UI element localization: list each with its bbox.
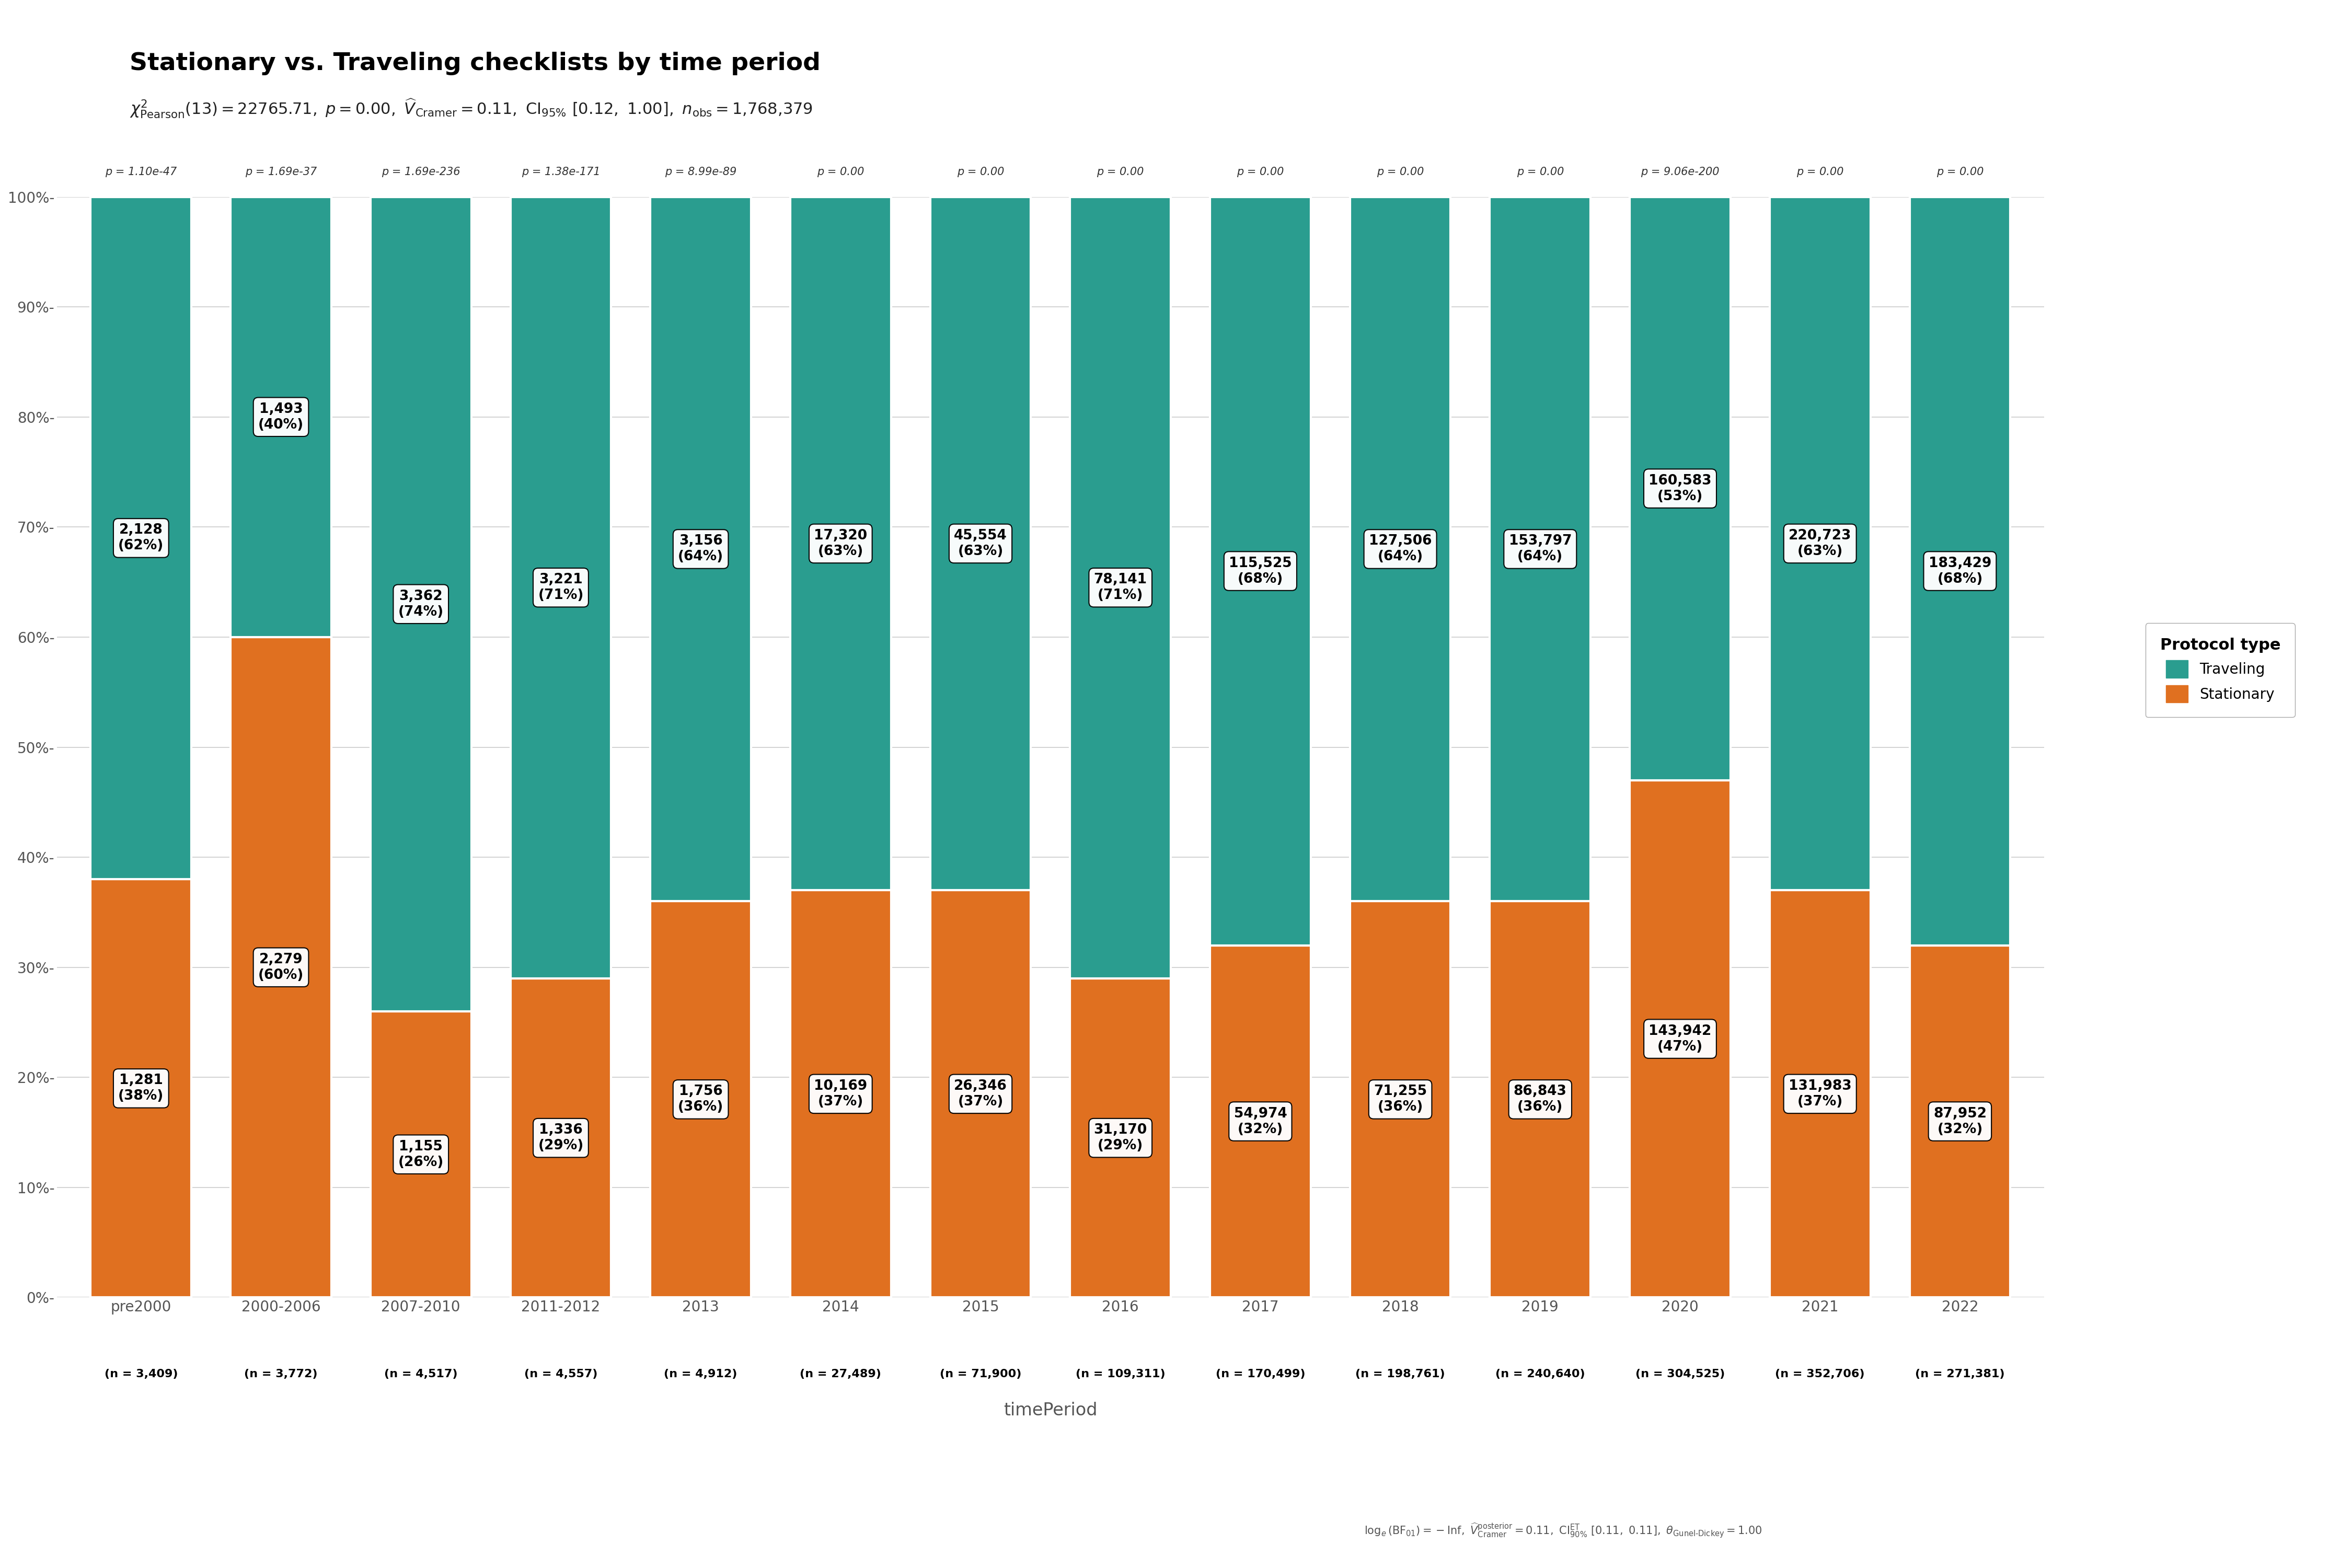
Bar [92,198,191,880]
Text: p = 1.38e-171: p = 1.38e-171 [522,166,600,177]
Bar [372,1011,470,1297]
Text: p = 0.00: p = 0.00 [1376,166,1423,177]
Bar [929,198,1030,891]
Text: 71,255
(36%): 71,255 (36%) [1374,1085,1428,1113]
Bar [92,880,191,1297]
Text: (n = 4,912): (n = 4,912) [663,1369,739,1380]
Text: (n = 3,772): (n = 3,772) [245,1369,318,1380]
Text: p = 8.99e-89: p = 8.99e-89 [666,166,736,177]
Bar [652,198,750,902]
Bar [1630,198,1731,781]
Text: (n = 352,706): (n = 352,706) [1776,1369,1865,1380]
Bar [230,198,332,637]
Text: (n = 271,381): (n = 271,381) [1915,1369,2004,1380]
Text: 131,983
(37%): 131,983 (37%) [1788,1079,1851,1109]
Text: p = 0.00: p = 0.00 [1237,166,1284,177]
Bar [790,198,891,891]
Text: 1,336
(29%): 1,336 (29%) [539,1123,583,1152]
Text: $\log_e(\mathrm{BF}_{01}) = -\mathrm{Inf},\ \widehat{V}^{\mathrm{posterior}}_{\m: $\log_e(\mathrm{BF}_{01}) = -\mathrm{Inf… [1364,1523,1762,1540]
Text: 86,843
(36%): 86,843 (36%) [1515,1085,1566,1113]
Text: 115,525
(68%): 115,525 (68%) [1228,557,1291,586]
Bar [1769,198,1870,891]
Bar [1209,198,1310,946]
Text: 2,279
(60%): 2,279 (60%) [259,953,303,982]
Bar [372,198,470,1011]
Text: p = 1.10e-47: p = 1.10e-47 [106,166,176,177]
Text: 183,429
(68%): 183,429 (68%) [1929,557,1992,586]
Text: 2,128
(62%): 2,128 (62%) [118,524,165,552]
Text: (n = 4,517): (n = 4,517) [383,1369,459,1380]
Text: (n = 240,640): (n = 240,640) [1496,1369,1585,1380]
Text: 1,756
(36%): 1,756 (36%) [677,1085,724,1113]
Text: p = 1.69e-37: p = 1.69e-37 [245,166,318,177]
Bar [1489,198,1590,902]
Bar [1769,891,1870,1297]
Text: (n = 3,409): (n = 3,409) [103,1369,179,1380]
Text: 220,723
(63%): 220,723 (63%) [1788,528,1851,558]
Text: (n = 304,525): (n = 304,525) [1635,1369,1724,1380]
Text: 3,156
(64%): 3,156 (64%) [677,535,724,563]
Text: (n = 198,761): (n = 198,761) [1355,1369,1444,1380]
Bar [1070,198,1171,978]
Text: p = 9.06e-200: p = 9.06e-200 [1642,166,1719,177]
Text: p = 0.00: p = 0.00 [1096,166,1143,177]
Text: 31,170
(29%): 31,170 (29%) [1094,1123,1148,1152]
Bar [1489,902,1590,1297]
Bar [1209,946,1310,1297]
Text: 10,169
(37%): 10,169 (37%) [814,1079,868,1109]
Bar [1350,198,1451,902]
Text: 153,797
(64%): 153,797 (64%) [1508,535,1571,563]
Bar [652,902,750,1297]
Text: 17,320
(63%): 17,320 (63%) [814,528,868,558]
Text: 1,155
(26%): 1,155 (26%) [397,1140,445,1170]
Text: 1,281
(38%): 1,281 (38%) [118,1074,165,1102]
Text: 143,942
(47%): 143,942 (47%) [1649,1024,1712,1054]
Bar [929,891,1030,1297]
Text: 87,952
(32%): 87,952 (32%) [1933,1107,1987,1137]
Text: p = 0.00: p = 0.00 [816,166,863,177]
Text: 26,346
(37%): 26,346 (37%) [955,1079,1007,1109]
Text: (n = 4,557): (n = 4,557) [524,1369,597,1380]
Bar [1070,978,1171,1297]
Text: 54,974
(32%): 54,974 (32%) [1235,1107,1287,1137]
Text: 160,583
(53%): 160,583 (53%) [1649,474,1712,503]
Bar [790,891,891,1297]
X-axis label: timePeriod: timePeriod [1004,1402,1098,1419]
Bar [1910,946,2011,1297]
Bar [510,978,612,1297]
Text: 78,141
(71%): 78,141 (71%) [1094,572,1148,602]
Text: p = 0.00: p = 0.00 [1797,166,1844,177]
Text: $\chi^2_{\mathrm{Pearson}}(13) = 22765.71,\ p = 0.00,\ \widehat{V}_{\mathrm{Cram: $\chi^2_{\mathrm{Pearson}}(13) = 22765.7… [129,97,811,119]
Text: p = 0.00: p = 0.00 [1936,166,1983,177]
Bar [1910,198,2011,946]
Bar [510,198,612,978]
Bar [230,637,332,1297]
Text: (n = 170,499): (n = 170,499) [1216,1369,1305,1380]
Text: 127,506
(64%): 127,506 (64%) [1369,535,1432,563]
Text: (n = 27,489): (n = 27,489) [800,1369,882,1380]
Text: (n = 71,900): (n = 71,900) [941,1369,1021,1380]
Text: p = 1.69e-236: p = 1.69e-236 [381,166,461,177]
Text: 45,554
(63%): 45,554 (63%) [955,528,1007,558]
Text: Stationary vs. Traveling checklists by time period: Stationary vs. Traveling checklists by t… [129,52,821,75]
Text: p = 0.00: p = 0.00 [957,166,1004,177]
Text: 3,221
(71%): 3,221 (71%) [539,572,583,602]
Legend: Traveling, Stationary: Traveling, Stationary [2145,622,2296,717]
Bar [1630,781,1731,1297]
Text: p = 0.00: p = 0.00 [1517,166,1564,177]
Text: (n = 109,311): (n = 109,311) [1075,1369,1164,1380]
Text: 3,362
(74%): 3,362 (74%) [397,590,445,619]
Bar [1350,902,1451,1297]
Text: 1,493
(40%): 1,493 (40%) [259,403,303,431]
